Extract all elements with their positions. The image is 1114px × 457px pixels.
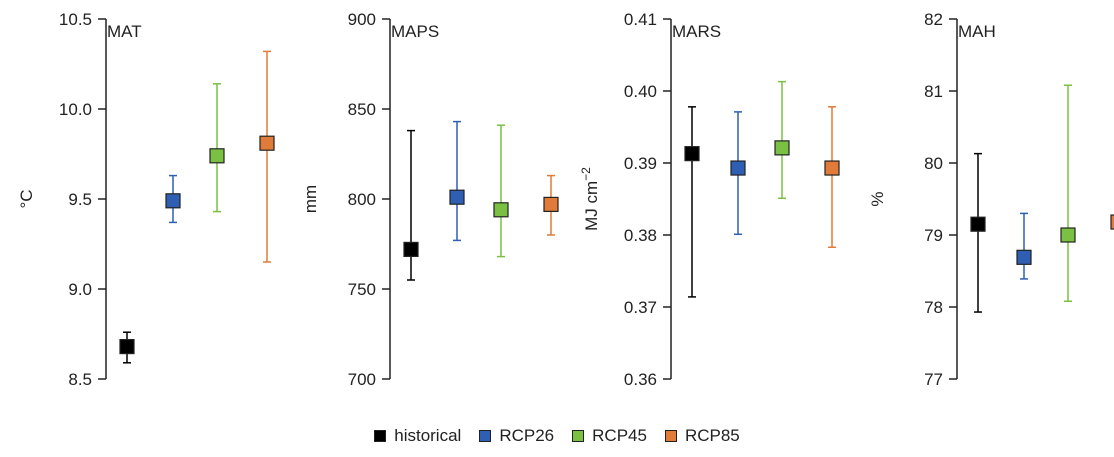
panel-title: MAPS: [391, 22, 439, 41]
panel-mat: 8.5 9.0 9.5 10.0 10.5 MAT °C: [17, 10, 275, 389]
panel-mah: 77 78 79 80 81 82 MAH%: [868, 10, 1114, 389]
y-tick-label: 9.5: [68, 190, 92, 209]
y-axis-label: °C: [17, 189, 36, 208]
y-tick-label: 10.0: [59, 100, 92, 119]
marker-rcp85: [259, 135, 275, 151]
y-tick-label: 82: [924, 10, 943, 29]
figure: 8.5 9.0 9.5 10.0 10.5 MAT °C 700 750 800 850 900 MAP…: [17, 10, 1114, 389]
legend-item-rcp85: RCP85: [664, 426, 740, 446]
marker-historical: [119, 339, 135, 355]
y-tick-label: 850: [348, 100, 376, 119]
y-tick-label: 8.5: [68, 370, 92, 389]
y-tick-label: 80: [924, 154, 943, 173]
y-tick-label: 0.36: [624, 370, 657, 389]
marker-rcp45: [774, 140, 790, 156]
legend-swatch: [479, 430, 492, 442]
legend-item-rcp26: RCP26: [479, 426, 554, 446]
marker-rcp26: [165, 193, 181, 209]
marker-rcp26: [1016, 249, 1032, 265]
y-tick-label: 78: [924, 298, 943, 317]
y-tick-label: 10.5: [59, 10, 92, 29]
marker-rcp45: [209, 148, 225, 164]
marker-rcp45: [493, 202, 509, 218]
y-tick-label: 0.39: [624, 154, 657, 173]
legend-label: RCP45: [592, 426, 647, 445]
legend-swatch: [374, 430, 387, 442]
panel-mars: 0.36 0.37 0.38 0.39 0.40 0.41 MARS MJ cm−2: [579, 10, 840, 389]
legend-item-historical: historical: [374, 426, 461, 446]
panel-title: MAH: [958, 22, 996, 41]
legend-label: RCP85: [684, 426, 740, 445]
marker-rcp85: [824, 160, 840, 176]
marker-rcp85: [543, 196, 559, 212]
y-tick-label: 0.38: [624, 226, 657, 245]
y-tick-label: 0.41: [624, 10, 657, 29]
legend-item-rcp45: RCP45: [572, 426, 647, 446]
marker-historical: [970, 216, 986, 232]
y-tick-label: 700: [348, 370, 376, 389]
legend-swatch: [664, 430, 677, 442]
marker-rcp85: [1110, 214, 1114, 230]
y-tick-label: 0.40: [624, 82, 657, 101]
legend-label: RCP26: [499, 426, 555, 445]
y-axis-label: MJ cm−2: [579, 167, 601, 231]
legend: historical RCP26 RCP45 RCP85: [0, 426, 1114, 446]
y-axis-label: %: [868, 191, 887, 206]
marker-rcp45: [1060, 227, 1076, 243]
marker-rcp26: [449, 189, 465, 205]
y-tick-label: 900: [348, 10, 376, 29]
y-tick-label: 750: [348, 280, 376, 299]
legend-label: historical: [394, 426, 462, 445]
panel-title: MAT: [107, 22, 142, 41]
y-axis-label-superscript: −2: [579, 167, 593, 181]
marker-historical: [403, 241, 419, 257]
panel-maps: 700 750 800 850 900 MAPS mm: [301, 10, 559, 389]
y-tick-label: 79: [924, 226, 943, 245]
y-tick-label: 81: [924, 82, 943, 101]
y-tick-label: 0.37: [624, 298, 657, 317]
y-tick-label: 800: [348, 190, 376, 209]
y-tick-label: 77: [924, 370, 943, 389]
y-axis-label: mm: [301, 185, 320, 213]
marker-historical: [684, 146, 700, 162]
y-tick-label: 9.0: [68, 280, 92, 299]
panel-title: MARS: [672, 22, 721, 41]
marker-rcp26: [730, 160, 746, 176]
legend-swatch: [572, 430, 585, 442]
